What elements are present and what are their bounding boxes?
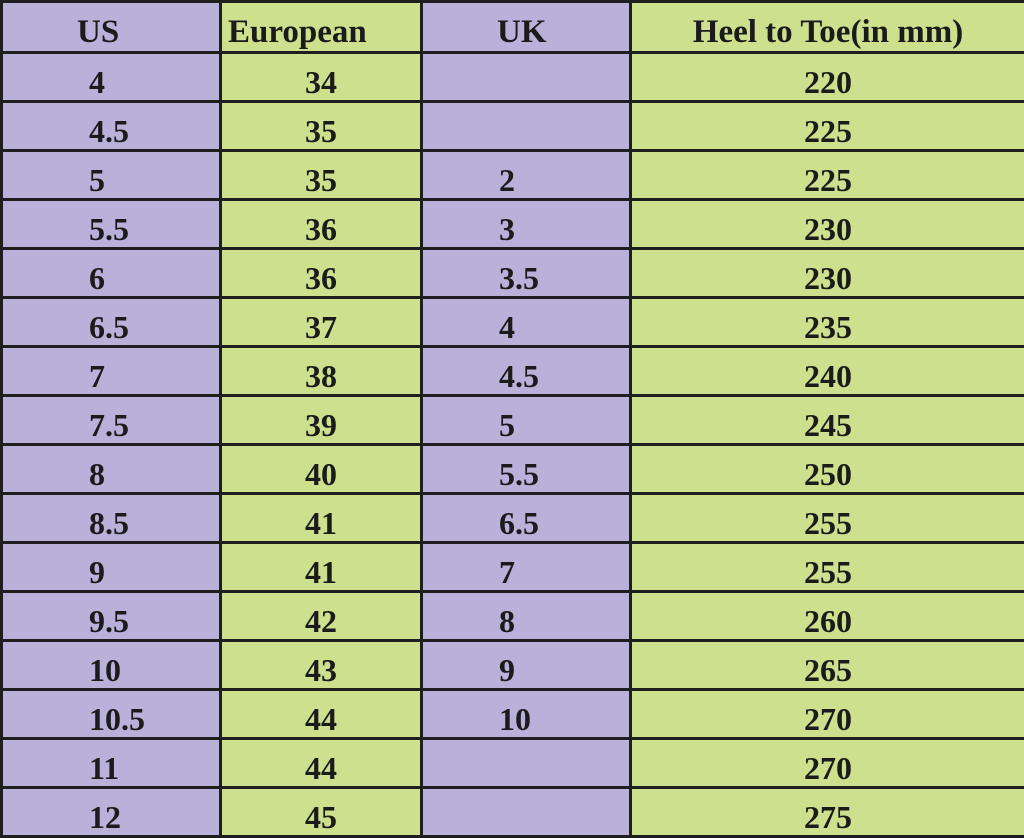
cell-uk: 6.5 xyxy=(422,494,631,543)
cell-european: 34 xyxy=(221,53,422,102)
cell-heel-to-toe: 250 xyxy=(631,445,1024,494)
cell-heel-to-toe: 270 xyxy=(631,739,1024,788)
cell-uk: 2 xyxy=(422,151,631,200)
cell-uk xyxy=(422,788,631,837)
cell-heel-to-toe: 240 xyxy=(631,347,1024,396)
cell-uk: 3 xyxy=(422,200,631,249)
cell-uk: 5 xyxy=(422,396,631,445)
header-european: European xyxy=(221,2,422,53)
cell-us: 10.5 xyxy=(2,690,221,739)
cell-european: 36 xyxy=(221,249,422,298)
cell-european: 36 xyxy=(221,200,422,249)
cell-heel-to-toe: 260 xyxy=(631,592,1024,641)
cell-european: 43 xyxy=(221,641,422,690)
cell-european: 35 xyxy=(221,102,422,151)
cell-uk: 9 xyxy=(422,641,631,690)
cell-uk: 10 xyxy=(422,690,631,739)
cell-heel-to-toe: 225 xyxy=(631,151,1024,200)
cell-us: 7 xyxy=(2,347,221,396)
cell-us: 7.5 xyxy=(2,396,221,445)
cell-us: 12 xyxy=(2,788,221,837)
cell-heel-to-toe: 255 xyxy=(631,494,1024,543)
cell-us: 11 xyxy=(2,739,221,788)
cell-heel-to-toe: 230 xyxy=(631,249,1024,298)
cell-european: 41 xyxy=(221,543,422,592)
cell-uk: 5.5 xyxy=(422,445,631,494)
cell-european: 42 xyxy=(221,592,422,641)
cell-european: 39 xyxy=(221,396,422,445)
cell-us: 9.5 xyxy=(2,592,221,641)
cell-heel-to-toe: 255 xyxy=(631,543,1024,592)
cell-us: 5.5 xyxy=(2,200,221,249)
cell-european: 45 xyxy=(221,788,422,837)
header-uk: UK xyxy=(422,2,631,53)
cell-uk xyxy=(422,102,631,151)
cell-european: 41 xyxy=(221,494,422,543)
cell-uk: 8 xyxy=(422,592,631,641)
header-row: US European UK Heel to Toe(in mm) xyxy=(2,2,1024,53)
cell-uk xyxy=(422,739,631,788)
cell-uk: 4.5 xyxy=(422,347,631,396)
cell-us: 6.5 xyxy=(2,298,221,347)
cell-heel-to-toe: 230 xyxy=(631,200,1024,249)
cell-us: 8 xyxy=(2,445,221,494)
cell-heel-to-toe: 270 xyxy=(631,690,1024,739)
cell-european: 37 xyxy=(221,298,422,347)
cell-heel-to-toe: 265 xyxy=(631,641,1024,690)
cell-european: 35 xyxy=(221,151,422,200)
cell-european: 40 xyxy=(221,445,422,494)
cell-us: 4 xyxy=(2,53,221,102)
cell-heel-to-toe: 225 xyxy=(631,102,1024,151)
cell-uk: 7 xyxy=(422,543,631,592)
header-heel-to-toe: Heel to Toe(in mm) xyxy=(631,2,1024,53)
cell-uk xyxy=(422,53,631,102)
cell-us: 8.5 xyxy=(2,494,221,543)
cell-us: 4.5 xyxy=(2,102,221,151)
cell-us: 5 xyxy=(2,151,221,200)
cell-uk: 3.5 xyxy=(422,249,631,298)
cell-us: 6 xyxy=(2,249,221,298)
header-us: US xyxy=(2,2,221,53)
cell-european: 44 xyxy=(221,690,422,739)
cell-uk: 4 xyxy=(422,298,631,347)
cell-us: 10 xyxy=(2,641,221,690)
cell-heel-to-toe: 245 xyxy=(631,396,1024,445)
cell-heel-to-toe: 275 xyxy=(631,788,1024,837)
cell-heel-to-toe: 235 xyxy=(631,298,1024,347)
cell-heel-to-toe: 220 xyxy=(631,53,1024,102)
cell-us: 9 xyxy=(2,543,221,592)
cell-european: 44 xyxy=(221,739,422,788)
cell-european: 38 xyxy=(221,347,422,396)
